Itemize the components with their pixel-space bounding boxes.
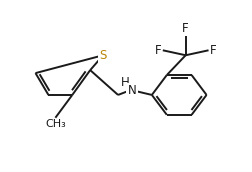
- Text: N: N: [128, 84, 136, 98]
- Text: S: S: [100, 49, 107, 62]
- Text: H: H: [121, 76, 129, 89]
- Text: F: F: [155, 44, 162, 57]
- Text: F: F: [182, 22, 189, 35]
- Text: F: F: [209, 44, 216, 57]
- Text: CH₃: CH₃: [45, 119, 66, 129]
